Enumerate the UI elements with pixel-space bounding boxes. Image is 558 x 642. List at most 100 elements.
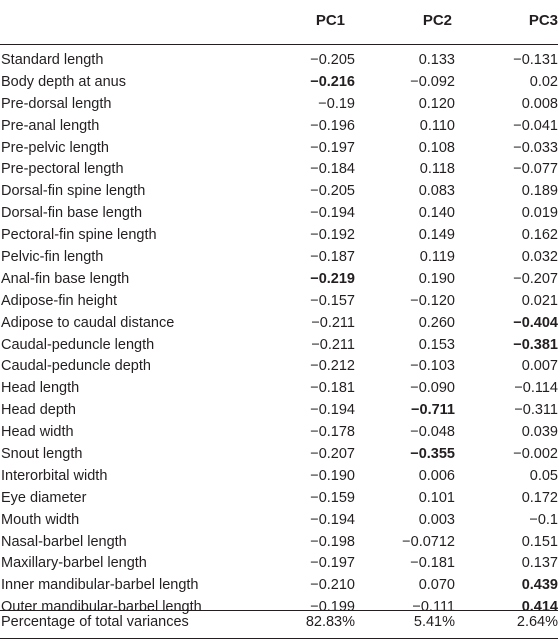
row-label: Pre-anal length [1, 117, 100, 134]
row-label: Inner mandibular-barbel length [1, 577, 199, 594]
row-label: Mouth width [1, 511, 80, 528]
table-header: PC1 PC2 PC3 [0, 0, 558, 45]
cell-pc1: −0.192 [310, 227, 355, 244]
table-row: Pre-anal length −0.196 0.110 −0.041 [0, 115, 558, 137]
cell-pc1: −0.197 [310, 139, 355, 156]
cell-pc1: −0.194 [310, 402, 355, 419]
header-pc3: PC3 [528, 12, 558, 29]
row-label: Head length [1, 380, 80, 397]
cell-pc3: 0.039 [521, 424, 558, 441]
cell-pc1: −0.205 [310, 52, 355, 68]
cell-pc2: 0.083 [418, 183, 455, 200]
cell-pc1: −0.190 [310, 467, 355, 484]
cell-pc2: 0.006 [418, 467, 455, 484]
cell-pc3: 0.414 [521, 599, 558, 616]
table-row: Maxillary-barbel length −0.197 −0.181 0.137 [0, 552, 558, 574]
cell-pc3: −0.404 [513, 314, 558, 331]
cell-pc3: −0.311 [514, 402, 558, 419]
cell-pc3: 0.05 [529, 467, 558, 484]
table-row: Pre-dorsal length −0.19 0.120 0.008 [0, 93, 558, 115]
row-label: Anal-fin base length [1, 270, 130, 287]
footer-divider [0, 610, 558, 611]
cell-pc3: 0.151 [521, 533, 558, 550]
table-row: Caudal-peduncle depth −0.212 −0.103 0.007 [0, 355, 558, 377]
table-row: Adipose-fin height −0.157 −0.120 0.021 [0, 290, 558, 312]
cell-pc2: 0.070 [418, 577, 455, 594]
cell-pc2: 0.101 [418, 489, 455, 506]
row-label: Head width [1, 424, 74, 441]
cell-pc2: −0.711 [411, 402, 455, 419]
row-label: Body depth at anus [1, 73, 126, 90]
cell-pc2: −0.090 [410, 380, 455, 397]
cell-pc1: −0.199 [310, 599, 355, 616]
cell-pc1: −0.194 [310, 205, 355, 222]
cell-pc3: 0.137 [521, 555, 558, 572]
cell-pc1: −0.212 [310, 358, 355, 375]
row-label: Pre-pelvic length [1, 139, 109, 156]
cell-pc2: −0.111 [412, 599, 455, 616]
table-row: Pre-pelvic length −0.197 0.108 −0.033 [0, 137, 558, 159]
cell-pc3: 0.162 [521, 227, 558, 244]
table-bottom-rule [0, 638, 558, 639]
table-row: Dorsal-fin base length −0.194 0.140 0.019 [0, 202, 558, 224]
cell-pc3: −0.041 [513, 117, 558, 134]
row-label: Adipose to caudal distance [1, 314, 175, 331]
cell-pc2: −0.355 [410, 446, 455, 463]
row-label: Caudal-peduncle depth [1, 358, 151, 375]
cell-pc1: −0.197 [310, 555, 355, 572]
cell-pc3: 0.189 [521, 183, 558, 200]
cell-pc3: 0.021 [521, 292, 558, 309]
cell-pc1: −0.216 [310, 73, 355, 90]
table-row: Outer mandibular-barbel length −0.199 −0.1… [0, 596, 558, 618]
cell-pc2: 0.108 [418, 139, 455, 156]
cell-pc2: 0.003 [418, 511, 455, 528]
header-pc2: PC2 [422, 12, 452, 29]
cell-pc2: 0.190 [418, 270, 455, 287]
footer-pc2: 5.41% [413, 614, 455, 630]
cell-pc1: −0.205 [310, 183, 355, 200]
table-row: Standard length −0.205 0.133 −0.131 [0, 49, 558, 71]
table-row: Adipose to caudal distance −0.211 0.260 −0.… [0, 312, 558, 334]
row-label: Interorbital width [1, 467, 108, 484]
cell-pc1: −0.159 [310, 489, 355, 506]
cell-pc2: 0.260 [418, 314, 455, 331]
cell-pc1: −0.187 [310, 249, 355, 266]
cell-pc3: −0.207 [513, 270, 558, 287]
cell-pc2: −0.103 [410, 358, 455, 375]
cell-pc3: 0.007 [521, 358, 558, 375]
row-label: Dorsal-fin spine length [1, 183, 146, 200]
header-pc1: PC1 [315, 12, 345, 29]
footer-row: Percentage of total variances 82.83% 5.4… [0, 611, 558, 633]
table-row: Head width −0.178 −0.048 0.039 [0, 421, 558, 443]
table-row: Pre-pectoral length −0.184 0.118 −0.077 [0, 158, 558, 180]
row-label: Pelvic-fin length [1, 249, 104, 266]
cell-pc3: 0.008 [521, 95, 558, 112]
cell-pc1: −0.211 [311, 314, 355, 331]
row-label: Dorsal-fin base length [1, 205, 143, 222]
cell-pc3: 0.019 [521, 205, 558, 222]
table-row: Mouth width −0.194 0.003 −0.1 [0, 509, 558, 531]
cell-pc3: 0.02 [529, 73, 558, 90]
table-row: Pelvic-fin length −0.187 0.119 0.032 [0, 246, 558, 268]
table-row: Pectoral-fin spine length −0.192 0.149 0.16… [0, 224, 558, 246]
cell-pc3: −0.002 [513, 446, 558, 463]
row-label: Nasal-barbel length [1, 533, 127, 550]
cell-pc2: −0.048 [410, 424, 455, 441]
table-row: Interorbital width −0.190 0.006 0.05 [0, 465, 558, 487]
cell-pc2: −0.120 [410, 292, 455, 309]
cell-pc1: −0.198 [310, 533, 355, 550]
cell-pc2: 0.110 [419, 117, 455, 134]
cell-pc1: −0.157 [310, 292, 355, 309]
cell-pc3: 0.032 [521, 249, 558, 266]
cell-pc1: −0.181 [310, 380, 355, 397]
cell-pc3: −0.077 [513, 161, 558, 178]
cell-pc3: 0.439 [521, 577, 558, 594]
cell-pc1: −0.178 [310, 424, 355, 441]
cell-pc1: −0.219 [310, 270, 355, 287]
row-label: Head depth [1, 402, 76, 419]
cell-pc1: −0.19 [318, 95, 355, 112]
cell-pc1: −0.194 [310, 511, 355, 528]
row-label: Maxillary-barbel length [1, 555, 147, 572]
cell-pc3: 0.172 [521, 489, 558, 506]
